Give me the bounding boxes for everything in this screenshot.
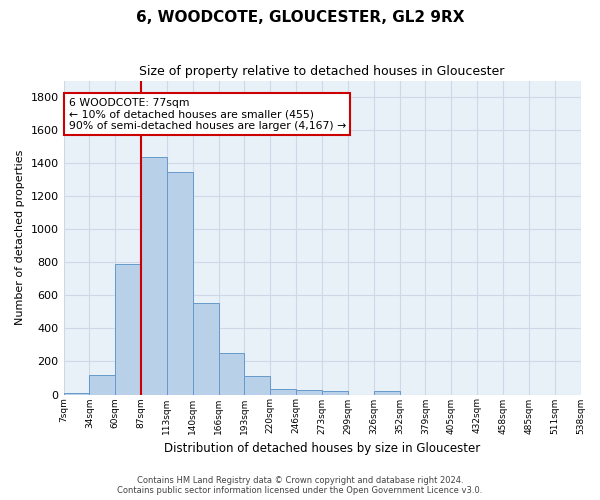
Text: Contains HM Land Registry data © Crown copyright and database right 2024.
Contai: Contains HM Land Registry data © Crown c… xyxy=(118,476,482,495)
X-axis label: Distribution of detached houses by size in Gloucester: Distribution of detached houses by size … xyxy=(164,442,480,455)
Bar xyxy=(193,303,218,394)
Bar xyxy=(271,388,296,394)
Title: Size of property relative to detached houses in Gloucester: Size of property relative to detached ho… xyxy=(139,65,505,78)
Text: 6 WOODCOTE: 77sqm
← 10% of detached houses are smaller (455)
90% of semi-detache: 6 WOODCOTE: 77sqm ← 10% of detached hous… xyxy=(69,98,346,131)
Bar xyxy=(374,391,400,394)
Text: 6, WOODCOTE, GLOUCESTER, GL2 9RX: 6, WOODCOTE, GLOUCESTER, GL2 9RX xyxy=(136,10,464,25)
Bar xyxy=(244,376,271,394)
Bar xyxy=(64,393,89,394)
Bar xyxy=(115,264,141,394)
Bar xyxy=(322,391,348,394)
Bar xyxy=(141,156,167,394)
Bar xyxy=(167,172,193,394)
Bar xyxy=(89,374,115,394)
Bar xyxy=(218,353,244,395)
Bar xyxy=(296,390,322,394)
Y-axis label: Number of detached properties: Number of detached properties xyxy=(15,150,25,325)
